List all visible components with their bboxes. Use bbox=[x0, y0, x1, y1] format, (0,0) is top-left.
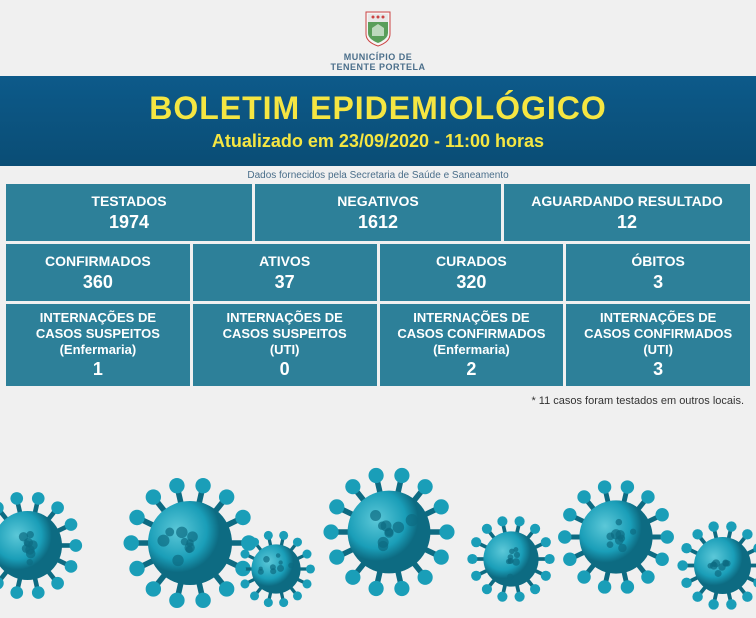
stat-label: INTERNAÇÕES DE bbox=[197, 310, 373, 326]
main-title: BOLETIM EPIDEMIOLÓGICO bbox=[0, 90, 756, 127]
stat-label: TESTADOS bbox=[10, 192, 248, 210]
municipality-line1: MUNICÍPIO DE bbox=[0, 52, 756, 62]
logo-shield-icon bbox=[362, 8, 394, 48]
virus-icon bbox=[675, 518, 756, 618]
stat-label: ATIVOS bbox=[197, 252, 373, 270]
stat-value: 3 bbox=[570, 272, 746, 293]
virus-icon bbox=[465, 513, 557, 610]
stat-value: 0 bbox=[197, 359, 373, 380]
stat-intern-suspeitos-uti: INTERNAÇÕES DE CASOS SUSPEITOS (UTI) 0 bbox=[193, 304, 377, 386]
stat-value: 3 bbox=[570, 359, 746, 380]
stat-value: 1612 bbox=[259, 212, 497, 233]
stat-label: (Enfermaria) bbox=[10, 342, 186, 358]
stat-label: INTERNAÇÕES DE bbox=[384, 310, 560, 326]
stat-label: CASOS SUSPEITOS bbox=[197, 326, 373, 342]
subtitle: Atualizado em 23/09/2020 - 11:00 horas bbox=[0, 131, 756, 152]
stat-testados: TESTADOS 1974 bbox=[6, 184, 252, 241]
stat-label: CASOS SUSPEITOS bbox=[10, 326, 186, 342]
stat-label: CONFIRMADOS bbox=[10, 252, 186, 270]
stat-intern-confirmados-uti: INTERNAÇÕES DE CASOS CONFIRMADOS (UTI) 3 bbox=[566, 304, 750, 386]
stat-label: CASOS CONFIRMADOS bbox=[570, 326, 746, 342]
stat-label: (UTI) bbox=[570, 342, 746, 358]
virus-icon bbox=[555, 476, 677, 603]
stat-label: ÓBITOS bbox=[570, 252, 746, 270]
stat-value: 12 bbox=[508, 212, 746, 233]
stats-row-1: TESTADOS 1974 NEGATIVOS 1612 AGUARDANDO … bbox=[6, 184, 750, 241]
virus-icon bbox=[235, 528, 317, 615]
stats-container: TESTADOS 1974 NEGATIVOS 1612 AGUARDANDO … bbox=[0, 184, 756, 386]
stat-ativos: ATIVOS 37 bbox=[193, 244, 377, 301]
stat-label: CURADOS bbox=[384, 252, 560, 270]
stat-label: INTERNAÇÕES DE bbox=[570, 310, 746, 326]
stat-aguardando: AGUARDANDO RESULTADO 12 bbox=[504, 184, 750, 241]
virus-icon bbox=[320, 463, 458, 606]
virus-icon bbox=[0, 488, 85, 608]
stat-value: 360 bbox=[10, 272, 186, 293]
stat-intern-suspeitos-enf: INTERNAÇÕES DE CASOS SUSPEITOS (Enfermar… bbox=[6, 304, 190, 386]
source-text: Dados fornecidos pela Secretaria de Saúd… bbox=[0, 166, 756, 184]
stat-curados: CURADOS 320 bbox=[380, 244, 564, 301]
stat-value: 2 bbox=[384, 359, 560, 380]
stat-intern-confirmados-enf: INTERNAÇÕES DE CASOS CONFIRMADOS (Enferm… bbox=[380, 304, 564, 386]
stat-label: CASOS CONFIRMADOS bbox=[384, 326, 560, 342]
stat-value: 37 bbox=[197, 272, 373, 293]
stats-row-2: CONFIRMADOS 360 ATIVOS 37 CURADOS 320 ÓB… bbox=[6, 244, 750, 301]
stat-label: (Enfermaria) bbox=[384, 342, 560, 358]
municipality-line2: TENENTE PORTELA bbox=[0, 62, 756, 72]
title-banner: BOLETIM EPIDEMIOLÓGICO Atualizado em 23/… bbox=[0, 76, 756, 166]
stat-value: 1 bbox=[10, 359, 186, 380]
stat-label: (UTI) bbox=[197, 342, 373, 358]
stat-obitos: ÓBITOS 3 bbox=[566, 244, 750, 301]
stat-label: NEGATIVOS bbox=[259, 192, 497, 210]
stat-confirmados: CONFIRMADOS 360 bbox=[6, 244, 190, 301]
municipality-header: MUNICÍPIO DE TENENTE PORTELA bbox=[0, 0, 756, 76]
stat-label: INTERNAÇÕES DE bbox=[10, 310, 186, 326]
stat-negativos: NEGATIVOS 1612 bbox=[255, 184, 501, 241]
stat-value: 320 bbox=[384, 272, 560, 293]
virus-icon bbox=[120, 473, 260, 618]
footnote: * 11 casos foram testados em outros loca… bbox=[0, 389, 756, 407]
virus-decoration bbox=[0, 458, 756, 588]
stat-label: AGUARDANDO RESULTADO bbox=[508, 192, 746, 210]
stat-value: 1974 bbox=[10, 212, 248, 233]
stats-row-3: INTERNAÇÕES DE CASOS SUSPEITOS (Enfermar… bbox=[6, 304, 750, 386]
